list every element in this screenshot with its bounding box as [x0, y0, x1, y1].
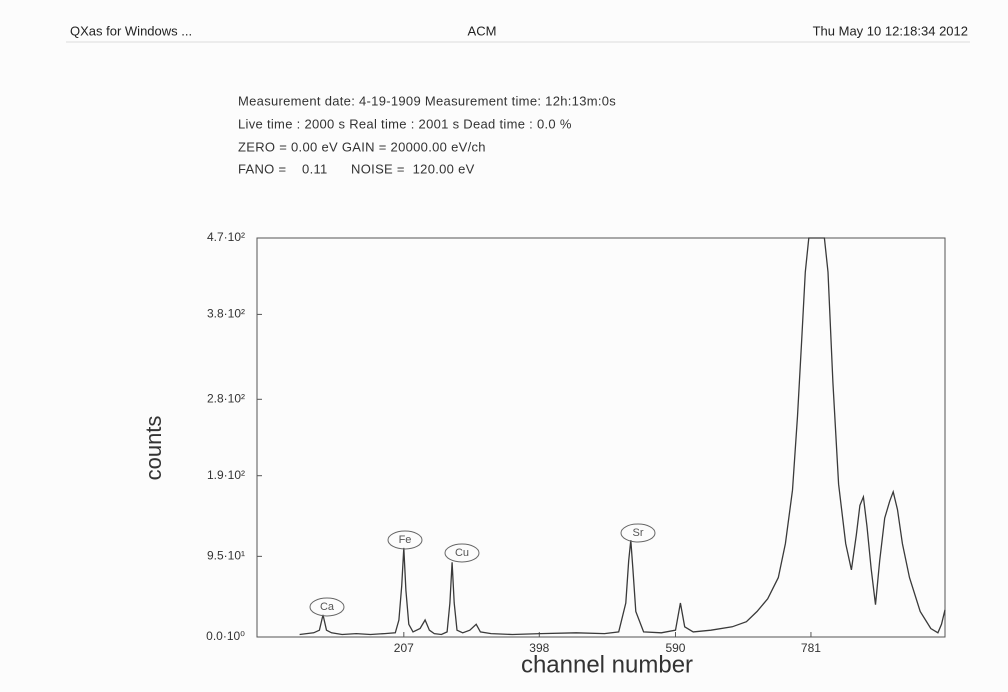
y-tick-label: 2.8·10²: [207, 391, 245, 405]
plot-frame: [256, 237, 946, 638]
peak-annotation: Fe: [399, 534, 412, 546]
info-line: FANO = 0.11 NOISE = 120.00 eV: [238, 161, 475, 176]
spectrum-line: [299, 237, 946, 636]
peak-annotation: Cu: [455, 547, 469, 559]
annotation-circle: [620, 523, 656, 543]
x-tick-label: 590: [665, 641, 685, 655]
x-axis-label: channel number: [521, 651, 693, 678]
y-tick-label: 9.5·10¹: [207, 549, 245, 563]
x-tick-label: 781: [801, 641, 821, 655]
annotation-circle: [309, 597, 345, 617]
header-right: Thu May 10 12:18:34 2012: [813, 23, 968, 38]
y-tick-label: 1.9·10²: [207, 468, 245, 482]
info-line: Live time : 2000 s Real time : 2001 s De…: [238, 116, 572, 131]
peak-annotation: Ca: [320, 601, 335, 613]
header-left: QXas for Windows ...: [70, 23, 192, 38]
annotation-circle: [444, 543, 480, 563]
info-line: ZERO = 0.00 eV GAIN = 20000.00 eV/ch: [238, 139, 486, 154]
y-tick-label: 4.7·10²: [207, 230, 245, 244]
x-tick-label: 207: [394, 641, 414, 655]
annotation-circle: [387, 530, 423, 550]
header-center: ACM: [468, 23, 497, 38]
info-line: Measurement date: 4-19-1909 Measurement …: [238, 93, 616, 108]
peak-annotation: Sr: [633, 527, 644, 539]
y-tick-label: 0.0·10⁰: [206, 629, 245, 643]
x-tick-label: 398: [529, 641, 549, 655]
y-axis-label: counts: [141, 416, 166, 481]
y-tick-label: 3.8·10²: [207, 307, 245, 321]
